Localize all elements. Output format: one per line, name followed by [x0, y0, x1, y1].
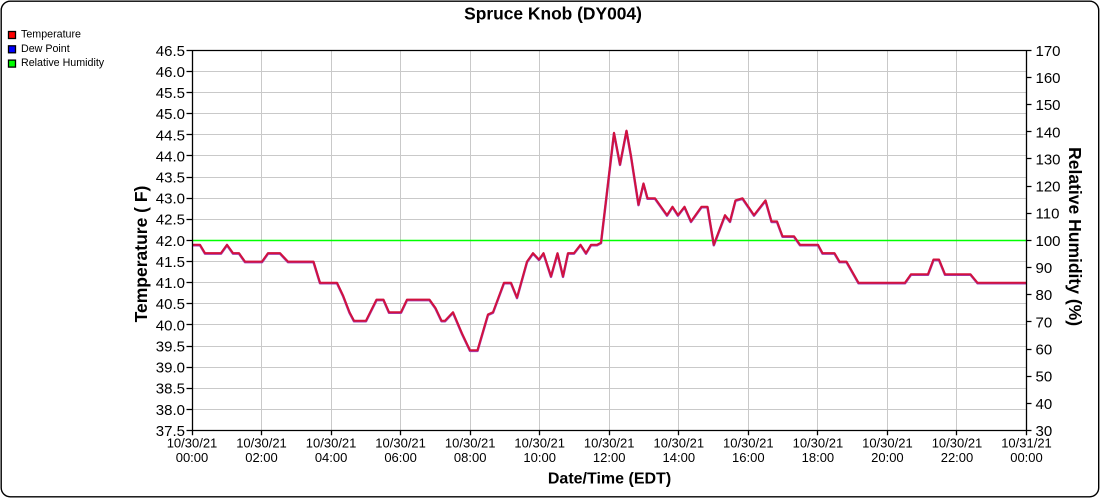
- svg-text:80: 80: [1036, 287, 1053, 304]
- svg-text:44.0: 44.0: [156, 148, 185, 165]
- svg-text:10/31/21: 10/31/21: [1001, 436, 1052, 451]
- svg-text:42.5: 42.5: [156, 212, 185, 229]
- svg-text:10/30/21: 10/30/21: [375, 436, 426, 451]
- svg-text:140: 140: [1036, 124, 1061, 141]
- svg-text:50: 50: [1036, 369, 1053, 386]
- svg-text:04:00: 04:00: [315, 450, 348, 465]
- svg-text:38.0: 38.0: [156, 402, 185, 419]
- svg-text:10/30/21: 10/30/21: [445, 436, 496, 451]
- svg-text:41.5: 41.5: [156, 254, 185, 271]
- svg-text:46.5: 46.5: [156, 43, 185, 60]
- svg-text:10/30/21: 10/30/21: [514, 436, 565, 451]
- svg-text:22:00: 22:00: [941, 450, 974, 465]
- svg-text:43.0: 43.0: [156, 191, 185, 208]
- svg-text:130: 130: [1036, 151, 1061, 168]
- svg-text:08:00: 08:00: [454, 450, 487, 465]
- svg-text:40: 40: [1036, 396, 1053, 413]
- svg-text:150: 150: [1036, 97, 1061, 114]
- svg-text:Relative Humidity (%): Relative Humidity (%): [1065, 147, 1085, 326]
- svg-text:Dew Point: Dew Point: [21, 43, 70, 55]
- svg-text:10/30/21: 10/30/21: [306, 436, 357, 451]
- svg-text:40.5: 40.5: [156, 296, 185, 313]
- svg-text:45.5: 45.5: [156, 85, 185, 102]
- svg-text:10/30/21: 10/30/21: [236, 436, 287, 451]
- svg-text:44.5: 44.5: [156, 127, 185, 144]
- svg-text:20:00: 20:00: [871, 450, 904, 465]
- svg-text:90: 90: [1036, 260, 1053, 277]
- svg-text:42.0: 42.0: [156, 233, 185, 250]
- svg-text:38.5: 38.5: [156, 381, 185, 398]
- svg-text:160: 160: [1036, 70, 1061, 87]
- svg-text:37.5: 37.5: [156, 423, 185, 440]
- svg-text:100: 100: [1036, 233, 1061, 250]
- svg-text:Temperature: Temperature: [21, 29, 81, 41]
- svg-text:00:00: 00:00: [176, 450, 209, 465]
- svg-text:45.0: 45.0: [156, 106, 185, 123]
- svg-text:02:00: 02:00: [245, 450, 278, 465]
- svg-text:39.5: 39.5: [156, 338, 185, 355]
- svg-text:70: 70: [1036, 314, 1053, 331]
- svg-text:110: 110: [1036, 206, 1060, 223]
- svg-text:43.5: 43.5: [156, 170, 185, 187]
- svg-text:60: 60: [1036, 341, 1053, 358]
- svg-text:41.0: 41.0: [156, 275, 185, 292]
- svg-text:170: 170: [1036, 43, 1061, 60]
- svg-text:Date/Time (EDT): Date/Time (EDT): [548, 471, 671, 488]
- svg-text:16:00: 16:00: [732, 450, 765, 465]
- svg-text:10/30/21: 10/30/21: [167, 436, 218, 451]
- svg-text:46.0: 46.0: [156, 64, 185, 81]
- svg-text:10:00: 10:00: [523, 450, 556, 465]
- svg-text:10/30/21: 10/30/21: [653, 436, 704, 451]
- svg-text:10/30/21: 10/30/21: [793, 436, 844, 451]
- svg-text:10/30/21: 10/30/21: [723, 436, 774, 451]
- svg-text:40.0: 40.0: [156, 317, 185, 334]
- svg-text:Temperature ( F): Temperature ( F): [131, 186, 151, 323]
- svg-text:14:00: 14:00: [663, 450, 696, 465]
- svg-text:Spruce Knob (DY004): Spruce Knob (DY004): [464, 4, 642, 24]
- svg-text:120: 120: [1036, 179, 1061, 196]
- svg-text:30: 30: [1036, 423, 1053, 440]
- svg-text:10/30/21: 10/30/21: [862, 436, 913, 451]
- svg-text:Relative Humidity: Relative Humidity: [21, 57, 105, 69]
- svg-text:18:00: 18:00: [802, 450, 835, 465]
- svg-text:12:00: 12:00: [593, 450, 626, 465]
- svg-text:10/30/21: 10/30/21: [584, 436, 635, 451]
- svg-text:39.0: 39.0: [156, 360, 185, 377]
- svg-text:10/30/21: 10/30/21: [932, 436, 983, 451]
- svg-text:00:00: 00:00: [1010, 450, 1043, 465]
- svg-text:06:00: 06:00: [384, 450, 417, 465]
